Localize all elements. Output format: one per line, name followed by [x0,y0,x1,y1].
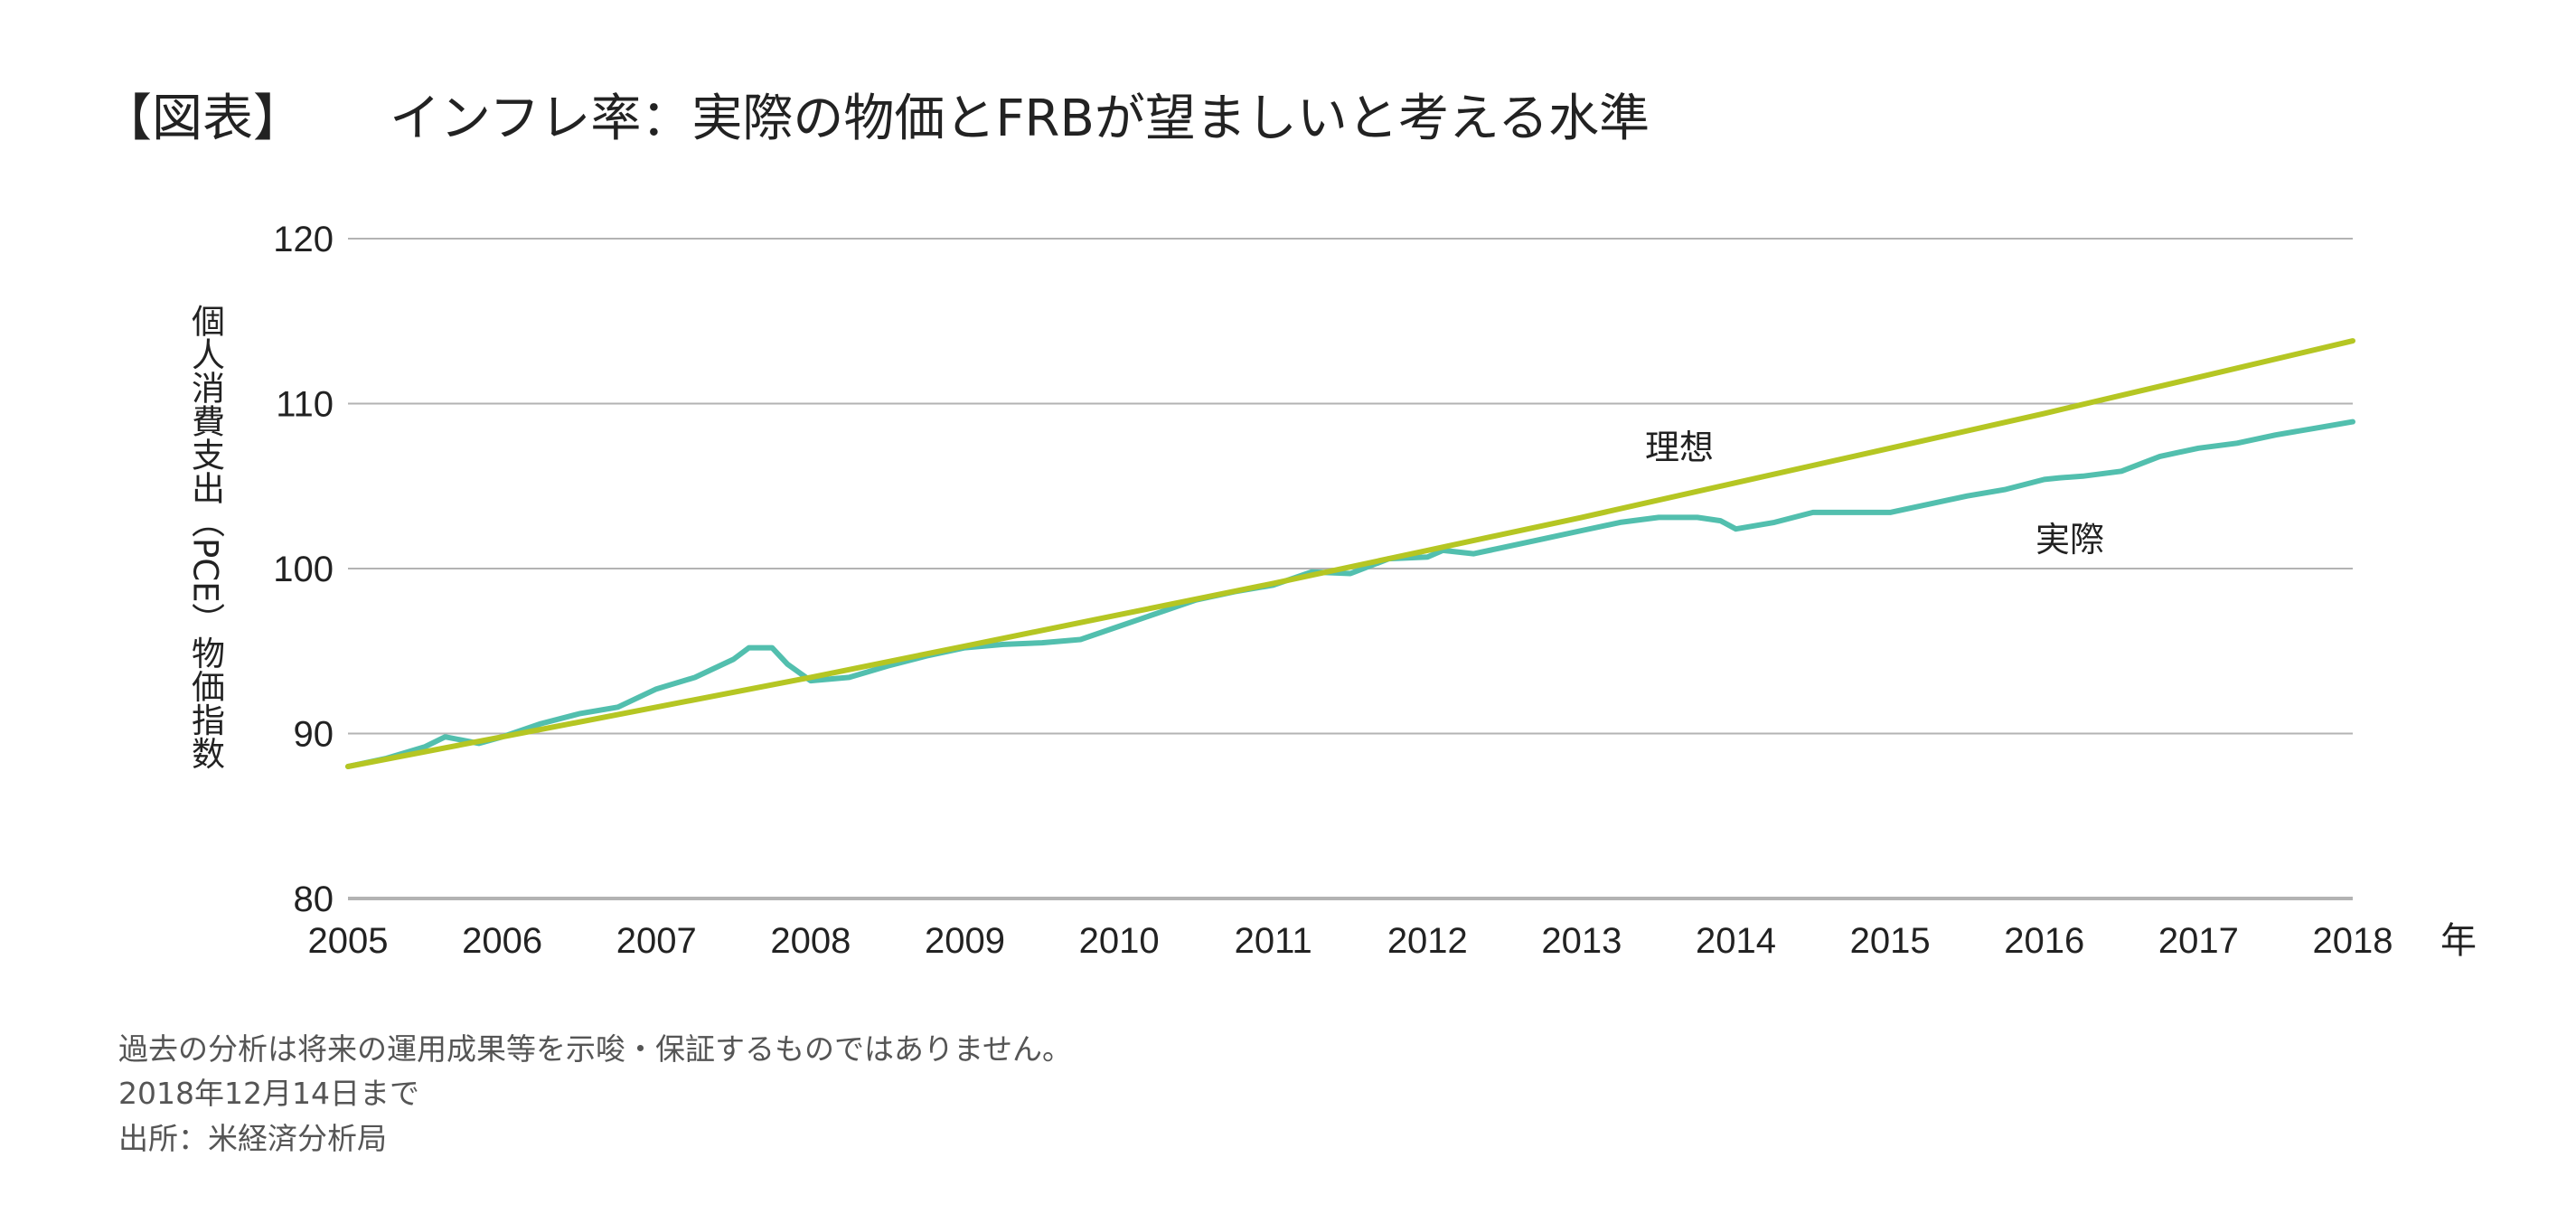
source: 出所：米経済分析局 [118,1121,387,1156]
x-tick-label: 2013 [1541,921,1622,961]
series-line-ideal [345,338,2355,769]
x-tick-label: 2018 [2313,921,2393,961]
page-title: インフレ率：実際の物価とFRBが望ましいと考える水準 [390,89,1650,148]
x-tick-label: 2008 [770,921,851,961]
x-tick-label: 2016 [2004,921,2084,961]
x-tick-label: 2009 [925,921,1005,961]
x-tick-label: 2006 [462,921,542,961]
y-tick-labels: 80 90 100 110 120 [273,220,334,919]
y-tick-label: 120 [273,220,334,259]
x-axis-unit: 年 [2440,921,2477,961]
x-tick-label: 2007 [616,921,697,961]
x-tick-label: 2015 [1850,921,1931,961]
x-tick-label: 2017 [2158,921,2239,961]
x-tick-label: 2010 [1079,921,1160,961]
x-tick-label: 2014 [1696,921,1776,961]
series-label-actual: 実際 [2035,520,2104,560]
series-line-actual [345,419,2355,769]
as-of-date: 2018年12月14日まで [118,1076,419,1111]
x-tick-label: 2011 [1235,921,1312,961]
x-tick-label: 2005 [308,921,389,961]
series-label-ideal: 理想 [1645,428,1714,467]
y-tick-label: 110 [276,385,334,425]
figure-label: 【図表】 [101,89,304,148]
x-tick-labels: 2005 2006 2007 2008 2009 2010 2011 2012 2013 2014… [308,921,2393,961]
series-lines [345,338,2355,769]
x-tick-label: 2012 [1387,921,1468,961]
y-axis-label: 個人消費支出（PCE）物価指数 [186,304,226,770]
y-tick-label: 90 [294,715,334,755]
disclaimer: 過去の分析は将来の運用成果等を示唆・保証するものではありません。 [118,1031,1072,1067]
y-tick-label: 100 [273,550,334,589]
y-tick-label: 80 [294,880,334,919]
